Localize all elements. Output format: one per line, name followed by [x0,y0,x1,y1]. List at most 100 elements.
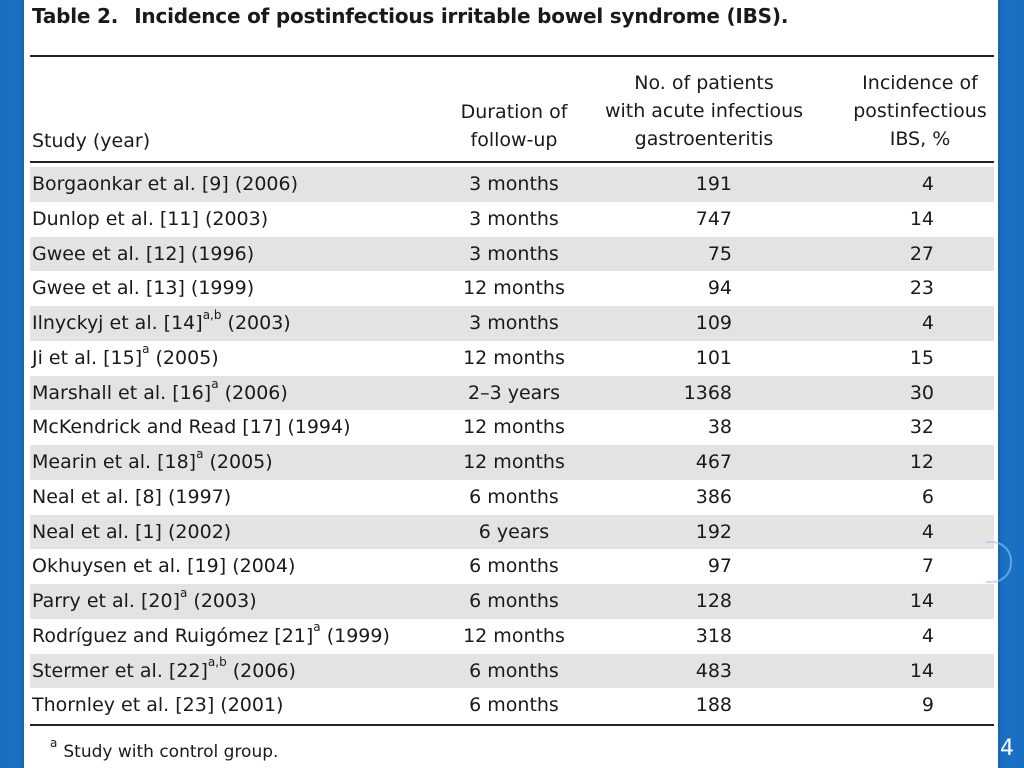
cell-incidence: 4 [921,312,934,334]
table-row: Neal et al. [8] (1997) 6 months 386 6 [30,480,994,515]
study-name: Okhuysen et al. [19] [32,555,227,578]
cell-patients: 128 [695,590,732,612]
study-name: Neal et al. [8] [32,485,162,508]
study-year: (2006) [234,173,298,195]
cell-patients: 483 [695,659,732,682]
cell-duration: 3 months [469,173,559,195]
cell-study: Ilnyckyj et al. [14]a,b (2003) [32,306,291,341]
cell-study: Thornley et al. [23] (2001) [32,688,283,723]
cell-incidence: 15 [909,346,934,369]
header-study: Study (year) [32,130,151,152]
study-name: Thornley et al. [23] [32,694,215,717]
study-superscript: a [313,620,321,635]
cell-duration: 6 months [469,555,559,578]
study-name: Dunlop et al. [11] [32,207,199,230]
cell-duration: 12 months [463,277,565,300]
cell-study: Neal et al. [8] (1997) [32,480,231,515]
cell-study: Parry et al. [20]a (2003) [32,584,257,619]
study-year: (1997) [168,485,232,508]
cell-study: Mearin et al. [18]a (2005) [32,445,273,480]
study-superscript: a [196,446,204,461]
cell-study: Gwee et al. [12] (1996) [32,237,254,272]
cell-patients: 747 [695,207,732,230]
header-rule [30,161,994,163]
cell-patients: 188 [695,694,732,717]
header-duration: Duration of follow-up [460,101,568,151]
cell-incidence: 7 [921,555,934,578]
table-row: Thornley et al. [23] (2001) 6 months 188 9 [30,688,994,723]
cell-incidence: 14 [909,590,934,612]
footnote-mark: a [50,736,58,751]
study-year: (2006) [224,381,288,404]
cell-incidence: 23 [909,277,934,300]
study-name: Gwee et al. [12] [32,242,185,265]
table-title: Table 2. Incidence of postinfectious irri… [32,4,788,28]
cell-incidence: 4 [921,520,934,543]
cell-duration: 12 months [463,346,565,369]
study-year: (2003) [227,312,291,334]
cell-study: Marshall et al. [16]a (2006) [32,376,288,411]
table-row: Stermer et al. [22]a,b (2006) 6 months 483… [30,653,994,689]
study-year: (2004) [232,555,296,578]
study-name: Parry et al. [20] [32,590,181,612]
cell-incidence: 9 [921,694,934,717]
cell-study: McKendrick and Read [17] (1994) [32,410,351,445]
study-year: (1994) [287,416,351,439]
study-superscript: a,b [202,307,222,322]
study-year: (1999) [190,277,255,300]
study-name: Mearin et al. [18] [32,451,197,473]
study-superscript: a [211,377,219,392]
study-year: (2001) [220,694,284,717]
cell-patients: 318 [695,624,732,647]
cell-patients: 38 [707,416,732,439]
table-row: Neal et al. [1] (2002) 6 years 192 4 [30,514,994,550]
table-title-text: Incidence of postinfectious irritable bo… [134,4,789,28]
study-name: Marshall et al. [16] [32,381,212,404]
cell-duration: 3 months [469,207,559,230]
study-year: (1996) [190,242,255,265]
study-name: McKendrick and Read [17] [32,416,282,439]
cell-incidence: 27 [909,242,934,265]
study-year: (2005) [209,451,273,473]
table-number: Table 2. [32,4,119,28]
cell-study: Ji et al. [15]a (2005) [32,341,219,376]
table-row: Borgaonkar et al. [9] (2006) 3 months 191 4 [30,167,994,202]
study-name: Rodríguez and Ruigómez [21] [32,624,314,647]
cell-patients: 94 [707,277,732,300]
table-row: Dunlop et al. [11] (2003) 3 months 747 14 [30,202,994,237]
cell-duration: 12 months [463,451,565,473]
cell-study: Gwee et al. [13] (1999) [32,271,254,306]
cell-study: Neal et al. [1] (2002) [32,515,231,550]
cell-patients: 75 [707,242,732,265]
table-row: Rodríguez and Ruigómez [21]a (1999) 12 mo… [30,619,994,654]
cell-patients: 101 [695,346,732,369]
cell-incidence: 4 [921,173,934,195]
header-patients: No. of patients with acute infectious ga… [604,72,804,150]
study-year: (2006) [232,659,296,682]
footnote: a Study with control group. [50,737,279,762]
cell-duration: 6 months [469,694,559,717]
study-year: (2003) [204,207,269,230]
cell-incidence: 4 [921,624,934,647]
study-name: Ilnyckyj et al. [14] [32,312,203,334]
cell-patients: 191 [695,173,732,195]
study-year: (2002) [168,520,232,543]
cell-incidence: 12 [909,451,934,473]
cell-duration: 12 months [463,416,565,439]
cell-patients: 192 [695,520,732,543]
cell-study: Okhuysen et al. [19] (2004) [32,549,295,584]
cell-duration: 6 years [478,520,550,543]
table-body: Borgaonkar et al. [9] (2006) 3 months 191 4… [30,167,994,723]
table-row: Ilnyckyj et al. [14]a,b (2003) 3 months 10… [30,306,994,341]
edge-decoration [986,541,1012,583]
cell-duration: 6 months [469,590,559,612]
cell-incidence: 32 [909,416,934,439]
study-name: Stermer et al. [22] [32,659,208,682]
header-incidence: Incidence of postinfectious IBS, % [853,72,987,150]
cell-patients: 1368 [683,381,732,404]
study-name: Neal et al. [1] [32,520,162,543]
cell-incidence: 6 [921,485,934,508]
study-superscript: a [142,342,150,357]
study-superscript: a [180,585,188,600]
footnote-text: Study with control group. [63,742,279,762]
